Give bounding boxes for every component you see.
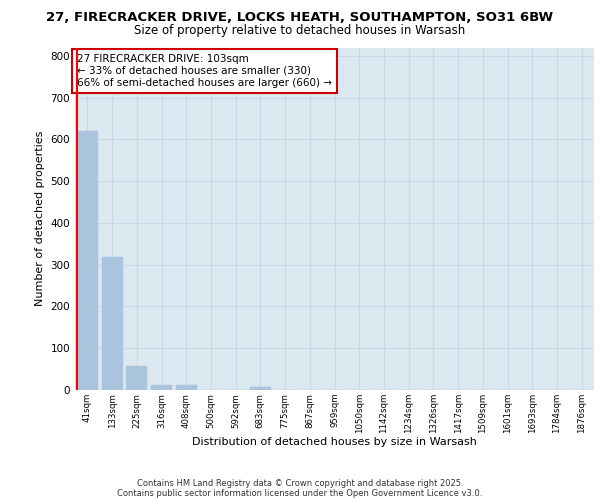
Bar <box>250 386 271 390</box>
Bar <box>101 257 122 390</box>
Bar <box>77 131 98 390</box>
Text: 27, FIRECRACKER DRIVE, LOCKS HEATH, SOUTHAMPTON, SO31 6BW: 27, FIRECRACKER DRIVE, LOCKS HEATH, SOUT… <box>46 11 554 24</box>
Bar <box>151 385 172 390</box>
Text: Contains public sector information licensed under the Open Government Licence v3: Contains public sector information licen… <box>118 488 482 498</box>
Y-axis label: Number of detached properties: Number of detached properties <box>35 131 45 306</box>
Text: Size of property relative to detached houses in Warsash: Size of property relative to detached ho… <box>134 24 466 37</box>
Text: 27 FIRECRACKER DRIVE: 103sqm
← 33% of detached houses are smaller (330)
66% of s: 27 FIRECRACKER DRIVE: 103sqm ← 33% of de… <box>77 54 332 88</box>
Bar <box>176 385 197 390</box>
X-axis label: Distribution of detached houses by size in Warsash: Distribution of detached houses by size … <box>192 438 477 448</box>
Bar <box>126 366 147 390</box>
Text: Contains HM Land Registry data © Crown copyright and database right 2025.: Contains HM Land Registry data © Crown c… <box>137 478 463 488</box>
